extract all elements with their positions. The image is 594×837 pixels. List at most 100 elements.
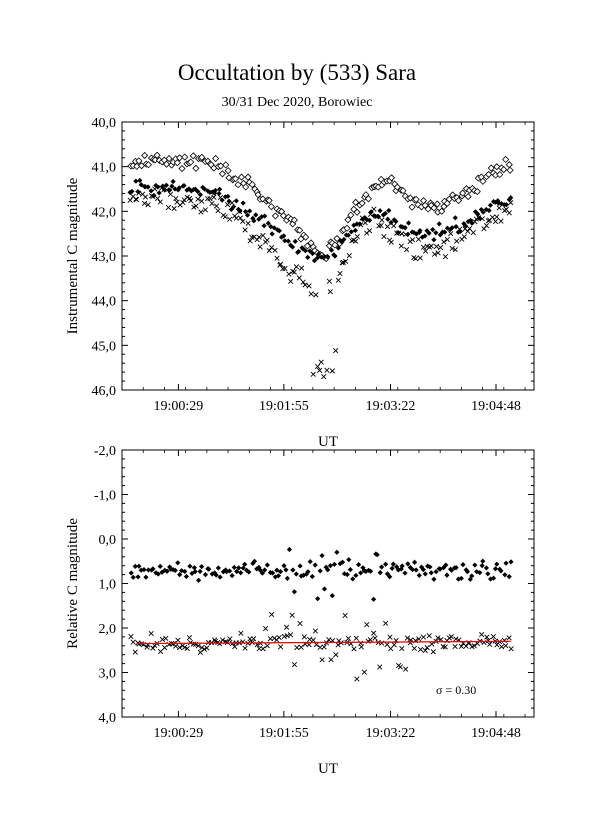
data-point (420, 566, 426, 573)
y-tick-label: 41,0 (92, 161, 117, 176)
data-point (256, 646, 262, 652)
data-point (364, 217, 370, 223)
data-point (303, 242, 312, 250)
data-point (321, 586, 328, 592)
data-point (508, 195, 514, 201)
data-point (447, 226, 453, 233)
data-point (455, 196, 463, 205)
data-point (302, 233, 310, 241)
data-point (143, 574, 149, 580)
data-point (426, 230, 432, 236)
data-point (251, 218, 257, 224)
data-point (277, 644, 284, 650)
data-point (413, 231, 420, 237)
data-point (409, 566, 416, 573)
x-tick-label: 19:01:55 (259, 726, 309, 741)
data-point (426, 633, 432, 639)
data-point (328, 247, 335, 253)
data-point (150, 645, 156, 651)
data-point (262, 625, 269, 632)
data-point (420, 244, 427, 250)
data-point (233, 198, 239, 204)
data-point (328, 657, 334, 663)
data-point (254, 237, 260, 243)
data-point (165, 204, 172, 211)
data-point (424, 228, 430, 234)
data-point (268, 244, 275, 251)
data-point (260, 646, 266, 652)
data-point (346, 557, 352, 563)
data-point (438, 207, 446, 215)
data-point (192, 164, 200, 172)
y-tick-label: 40,0 (92, 116, 117, 131)
data-point (152, 186, 158, 192)
data-point (352, 227, 358, 234)
data-point (300, 246, 306, 252)
data-point (403, 666, 409, 672)
data-point (412, 559, 418, 565)
data-point (435, 250, 441, 256)
data-point (370, 630, 377, 636)
data-point (217, 574, 223, 580)
data-point (237, 215, 243, 221)
data-point (354, 676, 360, 682)
data-point (449, 225, 455, 231)
data-point (240, 565, 246, 571)
x-tick-label: 19:03:22 (366, 726, 416, 741)
data-point (313, 292, 319, 298)
data-point (226, 198, 232, 204)
data-point (368, 209, 374, 215)
data-point (199, 198, 205, 204)
data-point (345, 635, 352, 642)
data-point (474, 569, 480, 575)
data-point (454, 238, 460, 244)
data-point (377, 664, 383, 670)
data-point (465, 228, 471, 234)
data-point (398, 243, 404, 249)
chart-title: Occultation by (533) Sara (177, 60, 417, 85)
data-point (503, 560, 509, 566)
data-point (355, 562, 362, 568)
data-point (246, 569, 252, 575)
data-point (178, 164, 186, 173)
data-point (155, 184, 161, 190)
data-point (485, 637, 492, 644)
y-tick-label: 0,0 (99, 533, 117, 548)
data-point (367, 211, 374, 217)
data-point (347, 211, 355, 219)
data-point (234, 181, 242, 189)
data-point (310, 637, 316, 643)
data-point (268, 611, 275, 618)
y-axis-label: Instrumental C magnitude (65, 177, 81, 334)
data-point (461, 234, 467, 240)
data-point (387, 174, 396, 182)
data-point (444, 572, 450, 578)
data-point (354, 233, 360, 240)
data-point (145, 202, 151, 208)
data-point (260, 232, 266, 239)
data-point (145, 567, 151, 573)
data-point (303, 571, 310, 577)
data-point (130, 639, 136, 645)
data-point (272, 247, 278, 253)
data-point (385, 216, 391, 222)
data-point (163, 182, 169, 188)
data-point (470, 230, 476, 236)
data-point (267, 203, 275, 211)
data-point (177, 572, 183, 578)
data-point (298, 644, 304, 650)
data-point (227, 216, 233, 222)
data-point (489, 214, 496, 220)
data-point (302, 248, 309, 254)
data-point (461, 221, 467, 227)
data-point (133, 197, 140, 203)
data-point (487, 641, 493, 647)
data-point (144, 161, 153, 169)
data-point (455, 576, 462, 582)
data-point (212, 154, 220, 163)
data-point (319, 552, 325, 559)
data-point (189, 570, 195, 576)
data-point (180, 199, 186, 206)
data-point (187, 158, 195, 166)
data-point (183, 573, 189, 580)
